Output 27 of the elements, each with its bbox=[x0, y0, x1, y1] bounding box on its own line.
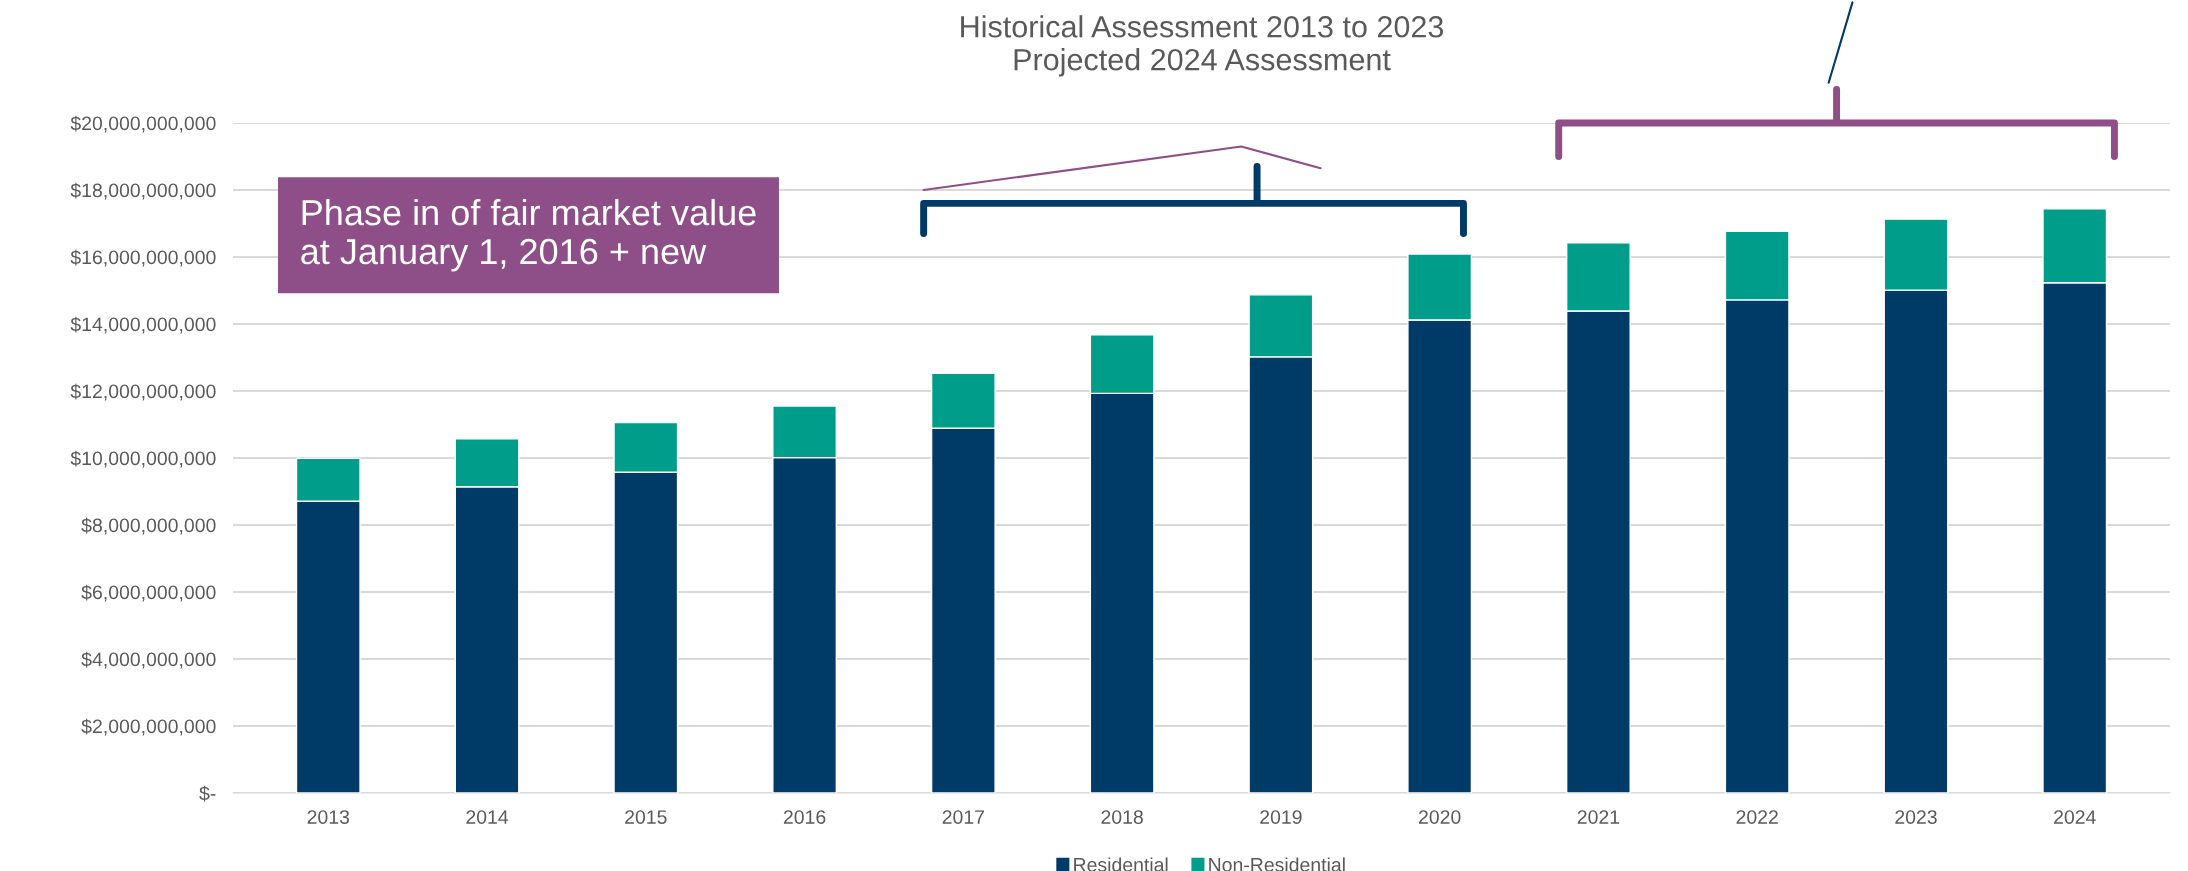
legend-label: Residential bbox=[1074, 857, 1168, 871]
y-tick-label: $12,000,000,000 bbox=[70, 383, 216, 401]
y-tick-label: $20,000,000,000 bbox=[70, 115, 216, 133]
y-tick-label: $2,000,000,000 bbox=[81, 718, 216, 736]
legend-label: Non-Residential bbox=[1209, 857, 1345, 871]
x-tick-label: 2015 bbox=[625, 810, 667, 824]
annotation: Phase in of fair market value at January 1, 2016 + new bbox=[301, 198, 756, 272]
x-tick-label: 2018 bbox=[1101, 810, 1143, 824]
y-tick-label: $8,000,000,000 bbox=[81, 517, 216, 535]
y-tick-label: $10,000,000,000 bbox=[70, 450, 216, 468]
x-tick-label: 2019 bbox=[1260, 810, 1302, 824]
y-tick-label: $4,000,000,000 bbox=[81, 651, 216, 669]
y-tick-label: $6,000,000,000 bbox=[81, 584, 216, 602]
chart-title: Historical Assessment 2013 to 2023 Projected 2024 Assessment bbox=[961, 15, 1444, 77]
y-tick-label: $14,000,000,000 bbox=[70, 316, 216, 334]
x-tick-label: 2022 bbox=[1736, 810, 1778, 824]
x-tick-label: 2020 bbox=[1419, 810, 1461, 824]
x-tick-label: 2014 bbox=[466, 810, 509, 824]
x-tick-label: 2016 bbox=[783, 810, 826, 824]
x-tick-label: 2021 bbox=[1577, 810, 1620, 824]
y-tick-label: $- bbox=[199, 785, 216, 802]
x-tick-label: 2023 bbox=[1895, 810, 1937, 824]
y-tick-label: $16,000,000,000 bbox=[70, 249, 216, 267]
y-tick-label: $18,000,000,000 bbox=[70, 182, 216, 200]
x-tick-label: 2013 bbox=[307, 810, 350, 824]
x-tick-label: 2024 bbox=[2054, 810, 2096, 824]
x-tick-label: 2017 bbox=[942, 810, 984, 824]
